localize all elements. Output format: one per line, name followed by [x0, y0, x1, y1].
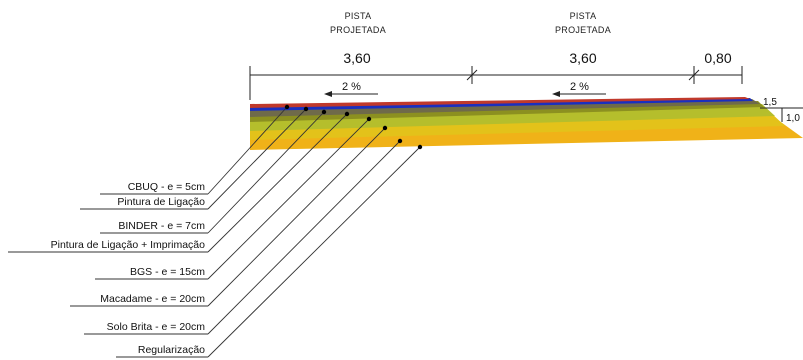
side-slope-right: 1,0 [786, 113, 800, 124]
slope-right-text: 2 % [570, 81, 589, 93]
leader-line [207, 106, 288, 195]
leader-dot [284, 104, 290, 110]
leader-dot [366, 116, 372, 122]
pavement-layers [250, 97, 803, 150]
leader-dot [344, 111, 350, 117]
arrow-left-icon [324, 91, 332, 97]
layer-binder [250, 99, 760, 117]
layer-leaders: CBUQ - e = 5cm Pintura de Ligação BINDER -… [8, 104, 423, 358]
dimension-slash-2 [466, 69, 478, 81]
leader-line [207, 111, 325, 234]
slope-left-text: 2 % [342, 81, 361, 93]
layer-bgs [250, 104, 775, 131]
dimension-line [249, 66, 743, 100]
side-slope-top: 1,5 [763, 97, 777, 108]
layer-label: BINDER - e = 7cm [118, 220, 205, 232]
layer-label: Macadame - e = 20cm [100, 293, 205, 305]
lane-header-left-line1: PISTA [345, 11, 372, 21]
layer-label: BGS - e = 15cm [130, 266, 205, 278]
lane-header-right-line1: PISTA [570, 11, 597, 21]
leader-line [207, 146, 421, 358]
leader-dot [321, 109, 327, 115]
dimension-shoulder: 0,80 [704, 50, 731, 66]
leader-line [207, 118, 370, 280]
lane-header-right: PISTA PROJETADA [555, 11, 611, 35]
lane-header-left: PISTA PROJETADA [330, 11, 386, 35]
leader-dot [417, 144, 423, 150]
slope-indicator-right: 2 % [552, 81, 606, 97]
lane-header-left-line2: PROJETADA [330, 25, 386, 35]
arrow-left-icon [552, 91, 560, 97]
dimension-lane-right: 3,60 [569, 50, 596, 66]
layer-label: Solo Brita - e = 20cm [107, 321, 206, 333]
side-slope-ratio [760, 107, 803, 122]
dimension-lane-left: 3,60 [343, 50, 370, 66]
leader-line [207, 140, 401, 335]
layer-cbuq [250, 97, 750, 108]
layer-label: Pintura de Ligação [117, 196, 205, 208]
layer-label: Pintura de Ligação + Imprimação [51, 239, 206, 251]
lane-header-right-line2: PROJETADA [555, 25, 611, 35]
slope-indicator-left: 2 % [324, 81, 378, 97]
leader-line [207, 113, 348, 253]
layer-label: CBUQ - e = 5cm [128, 181, 206, 193]
leader-dot [303, 106, 309, 112]
leader-line [207, 127, 386, 307]
dimension-slash-3 [688, 69, 700, 81]
leader-dot [397, 138, 403, 144]
leader-dot [382, 125, 388, 131]
layer-label: Regularização [138, 344, 205, 356]
leader-line [207, 108, 307, 210]
layer-tack-coat [250, 98, 753, 111]
